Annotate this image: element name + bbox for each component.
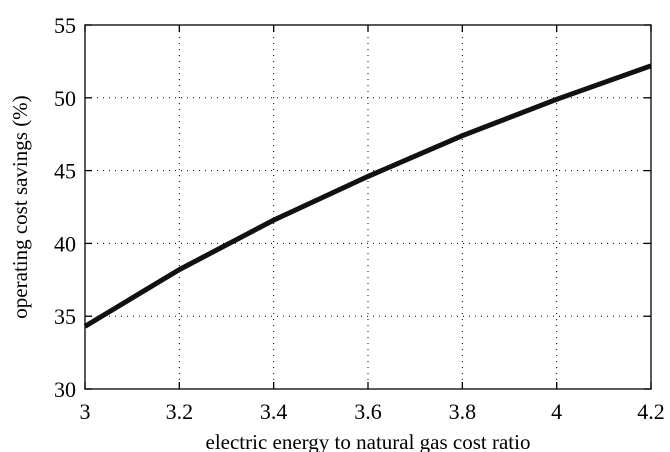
y-tick-label: 35 (54, 304, 76, 329)
y-tick-label: 40 (54, 231, 76, 256)
x-tick-label: 3.6 (354, 399, 382, 424)
x-tick-label: 3.2 (166, 399, 194, 424)
x-tick-labels: 3 3.2 3.4 3.6 3.8 4 4.2 (80, 399, 665, 424)
series-layer (83, 63, 652, 329)
x-tick-label: 4 (551, 399, 562, 424)
series-line-0 (83, 63, 652, 329)
x-axis-label: electric energy to natural gas cost rati… (206, 430, 531, 452)
y-tick-label: 45 (54, 159, 76, 184)
y-tick-labels: 30 35 40 45 50 55 (54, 13, 76, 402)
y-axis-label: operating cost savings (%) (8, 95, 32, 318)
grid (85, 25, 651, 389)
x-tick-label: 3.4 (260, 399, 288, 424)
x-tick-label: 4.2 (637, 399, 665, 424)
x-tick-label: 3.8 (449, 399, 477, 424)
plot-frame (84, 24, 652, 390)
y-tick-label: 50 (54, 86, 76, 111)
x-tick-label: 3 (80, 399, 91, 424)
y-tick-label: 30 (54, 377, 76, 402)
y-tick-label: 55 (54, 13, 76, 38)
